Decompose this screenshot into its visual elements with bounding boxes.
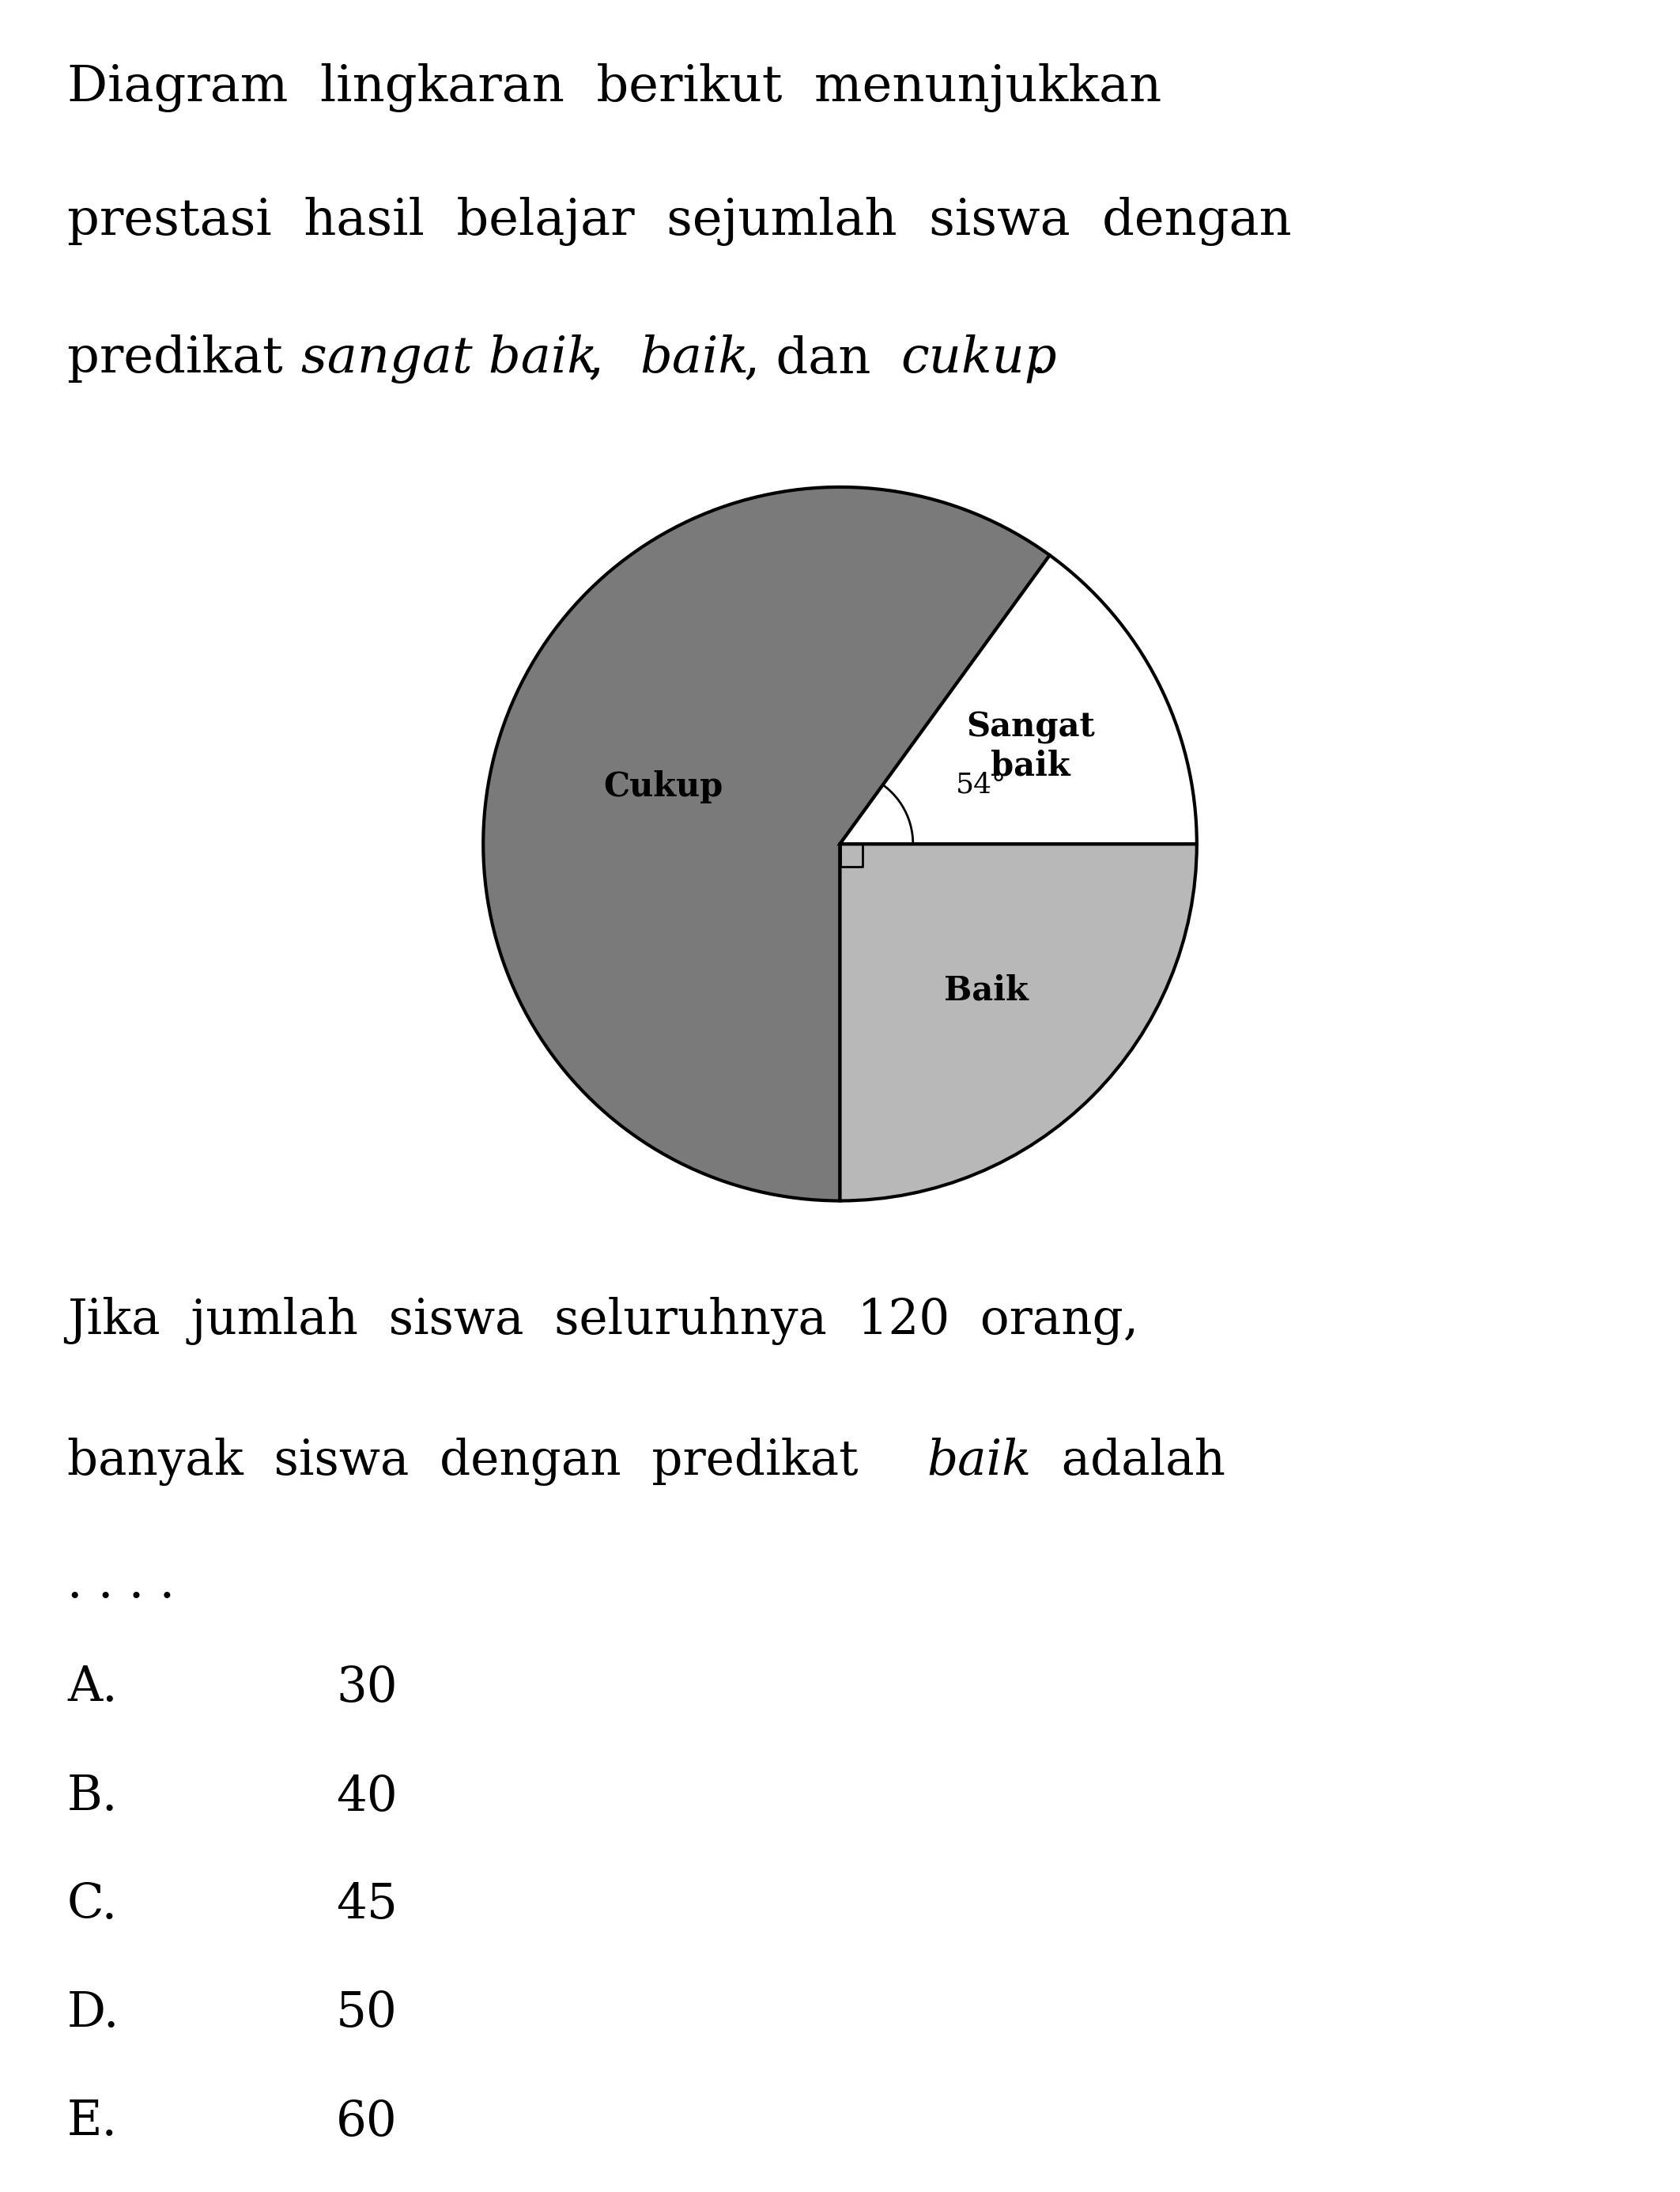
Text: Baik: Baik: [944, 973, 1028, 1006]
Text: Sangat
baik: Sangat baik: [966, 710, 1095, 783]
Text: 45: 45: [336, 1881, 398, 1929]
Text: C.: C.: [67, 1881, 118, 1929]
Text: Diagram  lingkaran  berikut  menunjukkan: Diagram lingkaran berikut menunjukkan: [67, 64, 1161, 112]
Text: .: .: [1032, 333, 1047, 384]
Text: 50: 50: [336, 1990, 398, 2036]
Wedge shape: [840, 555, 1196, 844]
Text: Jika  jumlah  siswa  seluruhnya  120  orang,: Jika jumlah siswa seluruhnya 120 orang,: [67, 1295, 1139, 1346]
Text: E.: E.: [67, 2098, 118, 2146]
Text: 60: 60: [336, 2098, 398, 2146]
Text: 40: 40: [336, 1773, 398, 1819]
Text: D.: D.: [67, 1990, 119, 2036]
Text: 54°: 54°: [956, 772, 1006, 798]
Text: , dan: , dan: [744, 333, 887, 384]
Text: Cukup: Cukup: [603, 769, 724, 802]
Text: baik: baik: [927, 1438, 1032, 1486]
Text: prestasi  hasil  belajar  sejumlah  siswa  dengan: prestasi hasil belajar sejumlah siswa de…: [67, 197, 1292, 246]
Text: sangat baik: sangat baik: [302, 333, 598, 384]
Text: cukup: cukup: [900, 333, 1057, 384]
Text: banyak  siswa  dengan  predikat: banyak siswa dengan predikat: [67, 1438, 889, 1486]
Text: adalah: adalah: [1030, 1438, 1225, 1486]
Wedge shape: [840, 844, 1196, 1201]
Text: ,: ,: [588, 333, 620, 384]
Text: baik: baik: [640, 333, 749, 384]
Text: predikat: predikat: [67, 333, 299, 384]
Text: B.: B.: [67, 1773, 118, 1819]
Text: . . . .: . . . .: [67, 1561, 175, 1609]
Text: 30: 30: [336, 1664, 396, 1712]
Text: A.: A.: [67, 1664, 118, 1712]
Wedge shape: [484, 487, 1050, 1201]
